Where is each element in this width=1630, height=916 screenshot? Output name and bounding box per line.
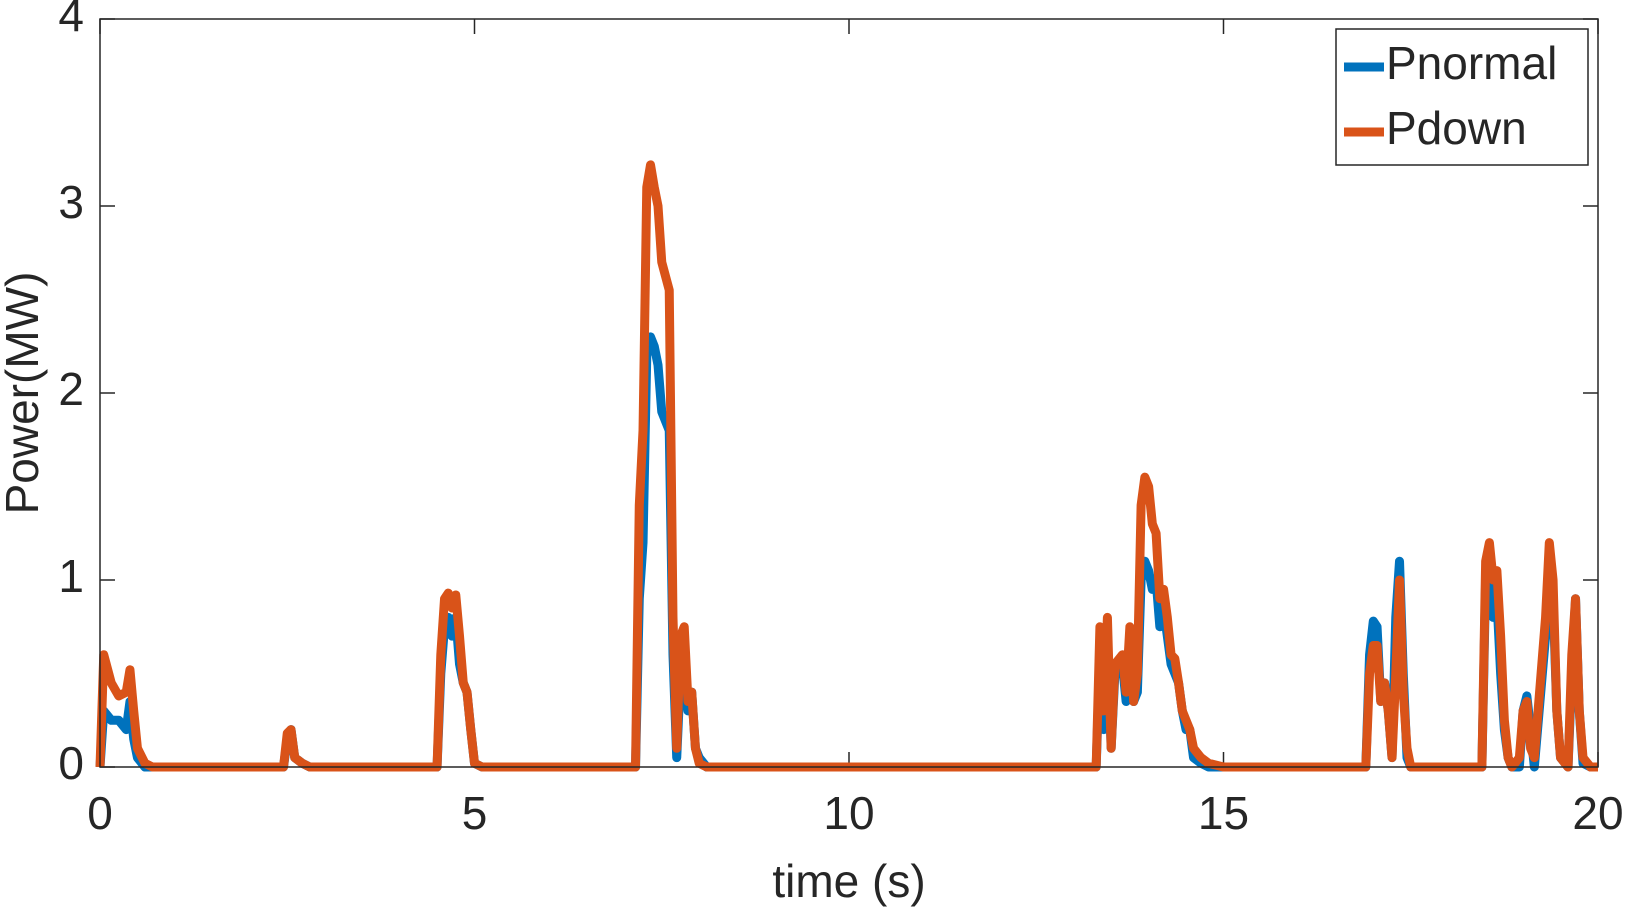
x-tick-label: 10 (823, 787, 874, 839)
y-tick-label: 0 (58, 737, 84, 789)
y-tick-label: 2 (58, 363, 84, 415)
x-tick-label: 5 (462, 787, 488, 839)
x-tick-label: 15 (1198, 787, 1249, 839)
data-line (95, 332, 1598, 772)
y-axis-label: Power(MW) (0, 272, 48, 515)
legend-label: Pdown (1386, 102, 1527, 154)
plot-frame (99, 18, 1599, 768)
legend-box (1335, 28, 1589, 166)
legend-label: Pnormal (1386, 37, 1557, 89)
y-tick-label: 1 (58, 550, 84, 602)
y-tick-label: 4 (58, 0, 84, 41)
x-tick-label: 0 (87, 787, 113, 839)
x-axis-label: time (s) (772, 855, 925, 907)
legend: Pnormal Pdown (1335, 28, 1589, 166)
y-tick-label: 3 (58, 176, 84, 228)
data-line (95, 160, 1598, 772)
x-tick-label: 20 (1572, 787, 1623, 839)
